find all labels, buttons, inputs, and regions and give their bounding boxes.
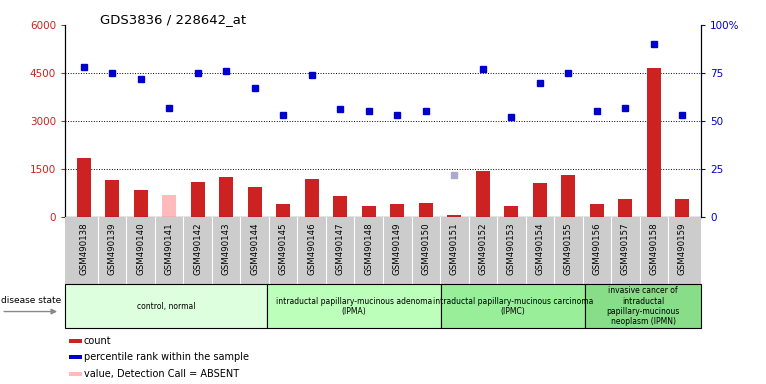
Bar xyxy=(647,68,661,217)
Text: GSM490143: GSM490143 xyxy=(221,222,231,275)
Text: GSM490155: GSM490155 xyxy=(564,222,573,275)
Bar xyxy=(69,339,81,343)
Bar xyxy=(105,180,119,217)
Text: GSM490140: GSM490140 xyxy=(136,222,146,275)
Text: GSM490148: GSM490148 xyxy=(365,222,373,275)
Text: intraductal papillary-mucinous carcinoma
(IPMC): intraductal papillary-mucinous carcinoma… xyxy=(433,296,593,316)
Bar xyxy=(618,199,633,217)
Text: GSM490151: GSM490151 xyxy=(450,222,459,275)
Text: count: count xyxy=(84,336,112,346)
Bar xyxy=(476,170,490,217)
Text: GDS3836 / 228642_at: GDS3836 / 228642_at xyxy=(100,13,246,26)
Text: GSM490147: GSM490147 xyxy=(336,222,345,275)
Text: GSM490153: GSM490153 xyxy=(507,222,516,275)
Text: GSM490145: GSM490145 xyxy=(279,222,288,275)
Bar xyxy=(77,158,90,217)
Bar xyxy=(267,284,440,328)
Text: control, normal: control, normal xyxy=(137,302,195,311)
Bar xyxy=(362,206,376,217)
Text: GSM490142: GSM490142 xyxy=(193,222,202,275)
Bar xyxy=(247,187,262,217)
Bar xyxy=(504,206,519,217)
Bar xyxy=(219,177,234,217)
Bar xyxy=(191,182,205,217)
Text: GSM490158: GSM490158 xyxy=(650,222,658,275)
Text: GSM490146: GSM490146 xyxy=(307,222,316,275)
Text: GSM490152: GSM490152 xyxy=(478,222,487,275)
Bar xyxy=(333,196,347,217)
Text: intraductal papillary-mucinous adenoma
(IPMA): intraductal papillary-mucinous adenoma (… xyxy=(276,296,432,316)
Text: GSM490144: GSM490144 xyxy=(250,222,259,275)
Text: disease state: disease state xyxy=(2,296,61,305)
Text: invasive cancer of
intraductal
papillary-mucinous
neoplasm (IPMN): invasive cancer of intraductal papillary… xyxy=(607,286,679,326)
Bar xyxy=(69,372,81,376)
Text: GSM490150: GSM490150 xyxy=(421,222,430,275)
Text: GSM490139: GSM490139 xyxy=(108,222,116,275)
Text: GSM490157: GSM490157 xyxy=(620,222,630,275)
Bar xyxy=(419,203,433,217)
Text: GSM490141: GSM490141 xyxy=(165,222,174,275)
Bar xyxy=(69,355,81,359)
Bar xyxy=(162,195,176,217)
Bar xyxy=(447,215,461,217)
Bar xyxy=(532,184,547,217)
Bar xyxy=(65,284,267,328)
Text: percentile rank within the sample: percentile rank within the sample xyxy=(84,353,249,362)
Bar xyxy=(390,204,404,217)
Bar xyxy=(561,175,575,217)
Text: GSM490138: GSM490138 xyxy=(79,222,88,275)
Text: value, Detection Call = ABSENT: value, Detection Call = ABSENT xyxy=(84,369,239,379)
Bar xyxy=(440,284,585,328)
Bar xyxy=(590,204,604,217)
Bar xyxy=(276,204,290,217)
Text: GSM490159: GSM490159 xyxy=(678,222,687,275)
Bar xyxy=(676,199,689,217)
Text: GSM490156: GSM490156 xyxy=(592,222,601,275)
Text: GSM490149: GSM490149 xyxy=(393,222,401,275)
Bar xyxy=(585,284,701,328)
Bar xyxy=(133,190,148,217)
Text: GSM490154: GSM490154 xyxy=(535,222,545,275)
Bar xyxy=(305,179,319,217)
